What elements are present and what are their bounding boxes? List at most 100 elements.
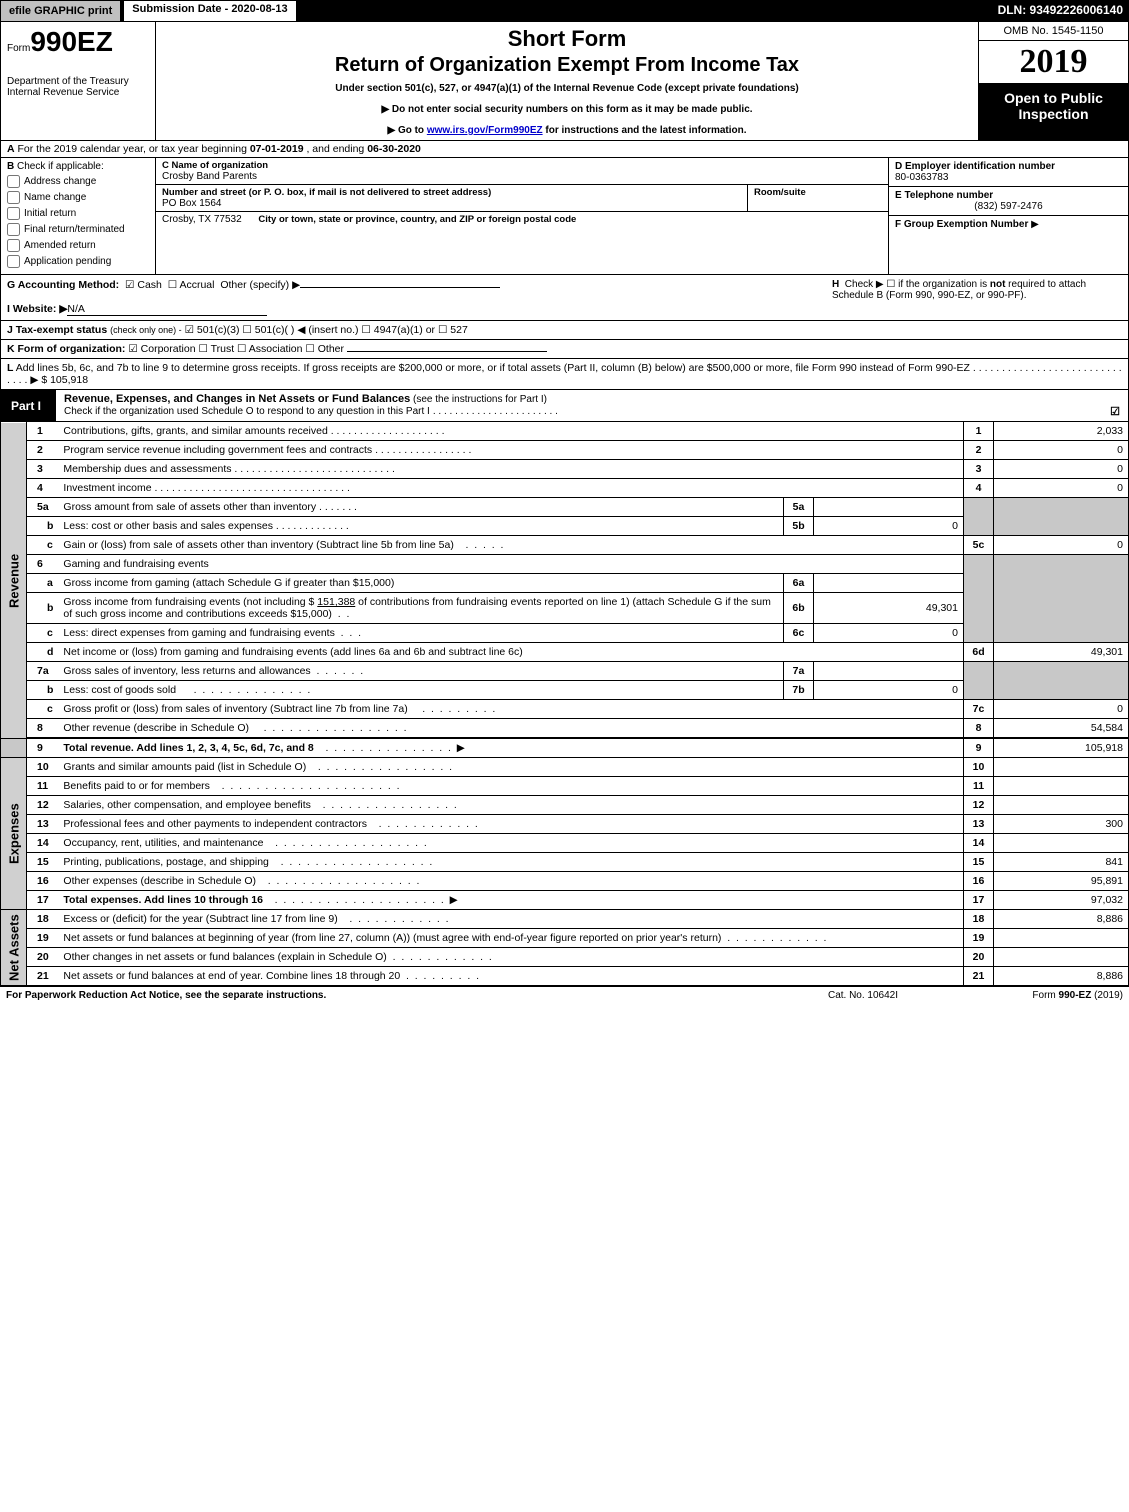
l12-val: [994, 796, 1129, 815]
h-label: H: [832, 279, 839, 290]
l1-val: 2,033: [994, 422, 1129, 441]
l6c-iv: 0: [814, 624, 964, 643]
line-16: 16 Other expenses (describe in Schedule …: [1, 872, 1129, 891]
l7ab-greyval: [994, 662, 1129, 700]
chk-amended-return-box[interactable]: [7, 239, 20, 252]
l7a-in: 7a: [784, 662, 814, 681]
open-to-public: Open to Public Inspection: [979, 84, 1128, 140]
l6a-desc: Gross income from gaming (attach Schedul…: [58, 574, 783, 593]
l-amount: ▶ $ 105,918: [30, 374, 88, 386]
row-j: J Tax-exempt status (check only one) - ☑…: [0, 321, 1129, 340]
l13-val: 300: [994, 815, 1129, 834]
l5a-desc: Gross amount from sale of assets other t…: [63, 501, 316, 513]
line-4: 4 Investment income . . . . . . . . . . …: [1, 479, 1129, 498]
part-1-check-line: Check if the organization used Schedule …: [64, 406, 430, 417]
l4-val: 0: [994, 479, 1129, 498]
chk-initial-return[interactable]: Initial return: [7, 207, 149, 220]
l19-val: [994, 929, 1129, 948]
line-7a: 7a Gross sales of inventory, less return…: [1, 662, 1129, 681]
chk-application-pending[interactable]: Application pending: [7, 255, 149, 268]
tax-year-begin: 07-01-2019: [250, 143, 304, 155]
l6b-num: b: [27, 593, 59, 624]
l7a-iv: [814, 662, 964, 681]
part-1-checkbox[interactable]: ☑: [1110, 405, 1120, 418]
l11-desc: Benefits paid to or for members: [63, 780, 209, 792]
l2-desc: Program service revenue including govern…: [63, 444, 372, 456]
line-13: 13 Professional fees and other payments …: [1, 815, 1129, 834]
address-value: PO Box 1564: [162, 198, 741, 209]
l6abc-greyln: [964, 555, 994, 643]
l5b-num: b: [27, 517, 59, 536]
chk-address-change-box[interactable]: [7, 175, 20, 188]
l9-ln: 9: [964, 738, 994, 758]
l5c-ln: 5c: [964, 536, 994, 555]
lines-table: Revenue 1 Contributions, gifts, grants, …: [0, 422, 1129, 986]
chk-address-change[interactable]: Address change: [7, 175, 149, 188]
footer: For Paperwork Reduction Act Notice, see …: [0, 986, 1129, 1004]
l6b-underline: 151,388: [317, 596, 355, 608]
city-label: City or town, state or province, country…: [258, 214, 576, 225]
l11-val: [994, 777, 1129, 796]
l4-num: 4: [27, 479, 59, 498]
line-14: 14 Occupancy, rent, utilities, and maint…: [1, 834, 1129, 853]
instruct-ssn: Do not enter social security numbers on …: [164, 104, 970, 115]
l20-desc: Other changes in net assets or fund bala…: [63, 951, 386, 963]
row-k: K Form of organization: ☑ Corporation ☐ …: [0, 340, 1129, 359]
l5ab-greyval: [994, 498, 1129, 536]
check-if-label: Check if applicable:: [17, 161, 104, 172]
l20-ln: 20: [964, 948, 994, 967]
line-3: 3 Membership dues and assessments . . . …: [1, 460, 1129, 479]
footer-right: Form 990-EZ (2019): [963, 990, 1123, 1001]
chk-name-change-box[interactable]: [7, 191, 20, 204]
tax-year: 2019: [979, 41, 1128, 84]
goto-pre: Go to: [398, 125, 427, 136]
l7c-val: 0: [994, 700, 1129, 719]
l6d-val: 49,301: [994, 643, 1129, 662]
org-name-label: C Name of organization: [162, 160, 882, 171]
line-19: 19 Net assets or fund balances at beginn…: [1, 929, 1129, 948]
l7a-desc: Gross sales of inventory, less returns a…: [63, 665, 310, 677]
l2-val: 0: [994, 441, 1129, 460]
chk-final-return[interactable]: Final return/terminated: [7, 223, 149, 236]
l5a-in: 5a: [784, 498, 814, 517]
website-value: N/A: [67, 303, 267, 316]
l7c-ln: 7c: [964, 700, 994, 719]
l8-val: 54,584: [994, 719, 1129, 739]
l20-num: 20: [27, 948, 59, 967]
line-6d: d Net income or (loss) from gaming and f…: [1, 643, 1129, 662]
org-name-cell: C Name of organization Crosby Band Paren…: [156, 158, 888, 185]
l9-num: 9: [27, 738, 59, 758]
l5b-iv: 0: [814, 517, 964, 536]
room-label: Room/suite: [754, 187, 882, 198]
irs-link[interactable]: www.irs.gov/Form990EZ: [427, 125, 543, 136]
l5b-desc: Less: cost or other basis and sales expe…: [63, 520, 273, 532]
col-d: D Employer identification number 80-0363…: [888, 158, 1128, 274]
chk-amended-return[interactable]: Amended return: [7, 239, 149, 252]
chk-label-3: Final return/terminated: [24, 224, 125, 235]
dept-treasury: Department of the Treasury: [7, 76, 149, 87]
l2-num: 2: [27, 441, 59, 460]
line-10: Expenses 10 Grants and similar amounts p…: [1, 758, 1129, 777]
l7b-in: 7b: [784, 681, 814, 700]
efile-print-button[interactable]: efile GRAPHIC print: [0, 0, 121, 22]
l19-num: 19: [27, 929, 59, 948]
row-l: L Add lines 5b, 6c, and 7b to line 9 to …: [0, 359, 1129, 390]
chk-application-pending-box[interactable]: [7, 255, 20, 268]
part-1-title: Revenue, Expenses, and Changes in Net As…: [55, 390, 1128, 421]
l9-desc: Total revenue. Add lines 1, 2, 3, 4, 5c,…: [63, 742, 313, 754]
l-text: Add lines 5b, 6c, and 7b to line 9 to de…: [16, 362, 970, 374]
l5c-val: 0: [994, 536, 1129, 555]
row-h: H Check ▶ ☐ if the organization is not r…: [832, 279, 1122, 316]
l17-val: 97,032: [994, 891, 1129, 910]
l13-desc: Professional fees and other payments to …: [63, 818, 367, 830]
l6d-ln: 6d: [964, 643, 994, 662]
l5a-iv: [814, 498, 964, 517]
l17-num: 17: [27, 891, 59, 910]
line-8: 8 Other revenue (describe in Schedule O)…: [1, 719, 1129, 739]
chk-final-return-box[interactable]: [7, 223, 20, 236]
subtitle: Under section 501(c), 527, or 4947(a)(1)…: [164, 83, 970, 94]
l5c-num: c: [27, 536, 59, 555]
chk-name-change[interactable]: Name change: [7, 191, 149, 204]
l15-num: 15: [27, 853, 59, 872]
chk-initial-return-box[interactable]: [7, 207, 20, 220]
